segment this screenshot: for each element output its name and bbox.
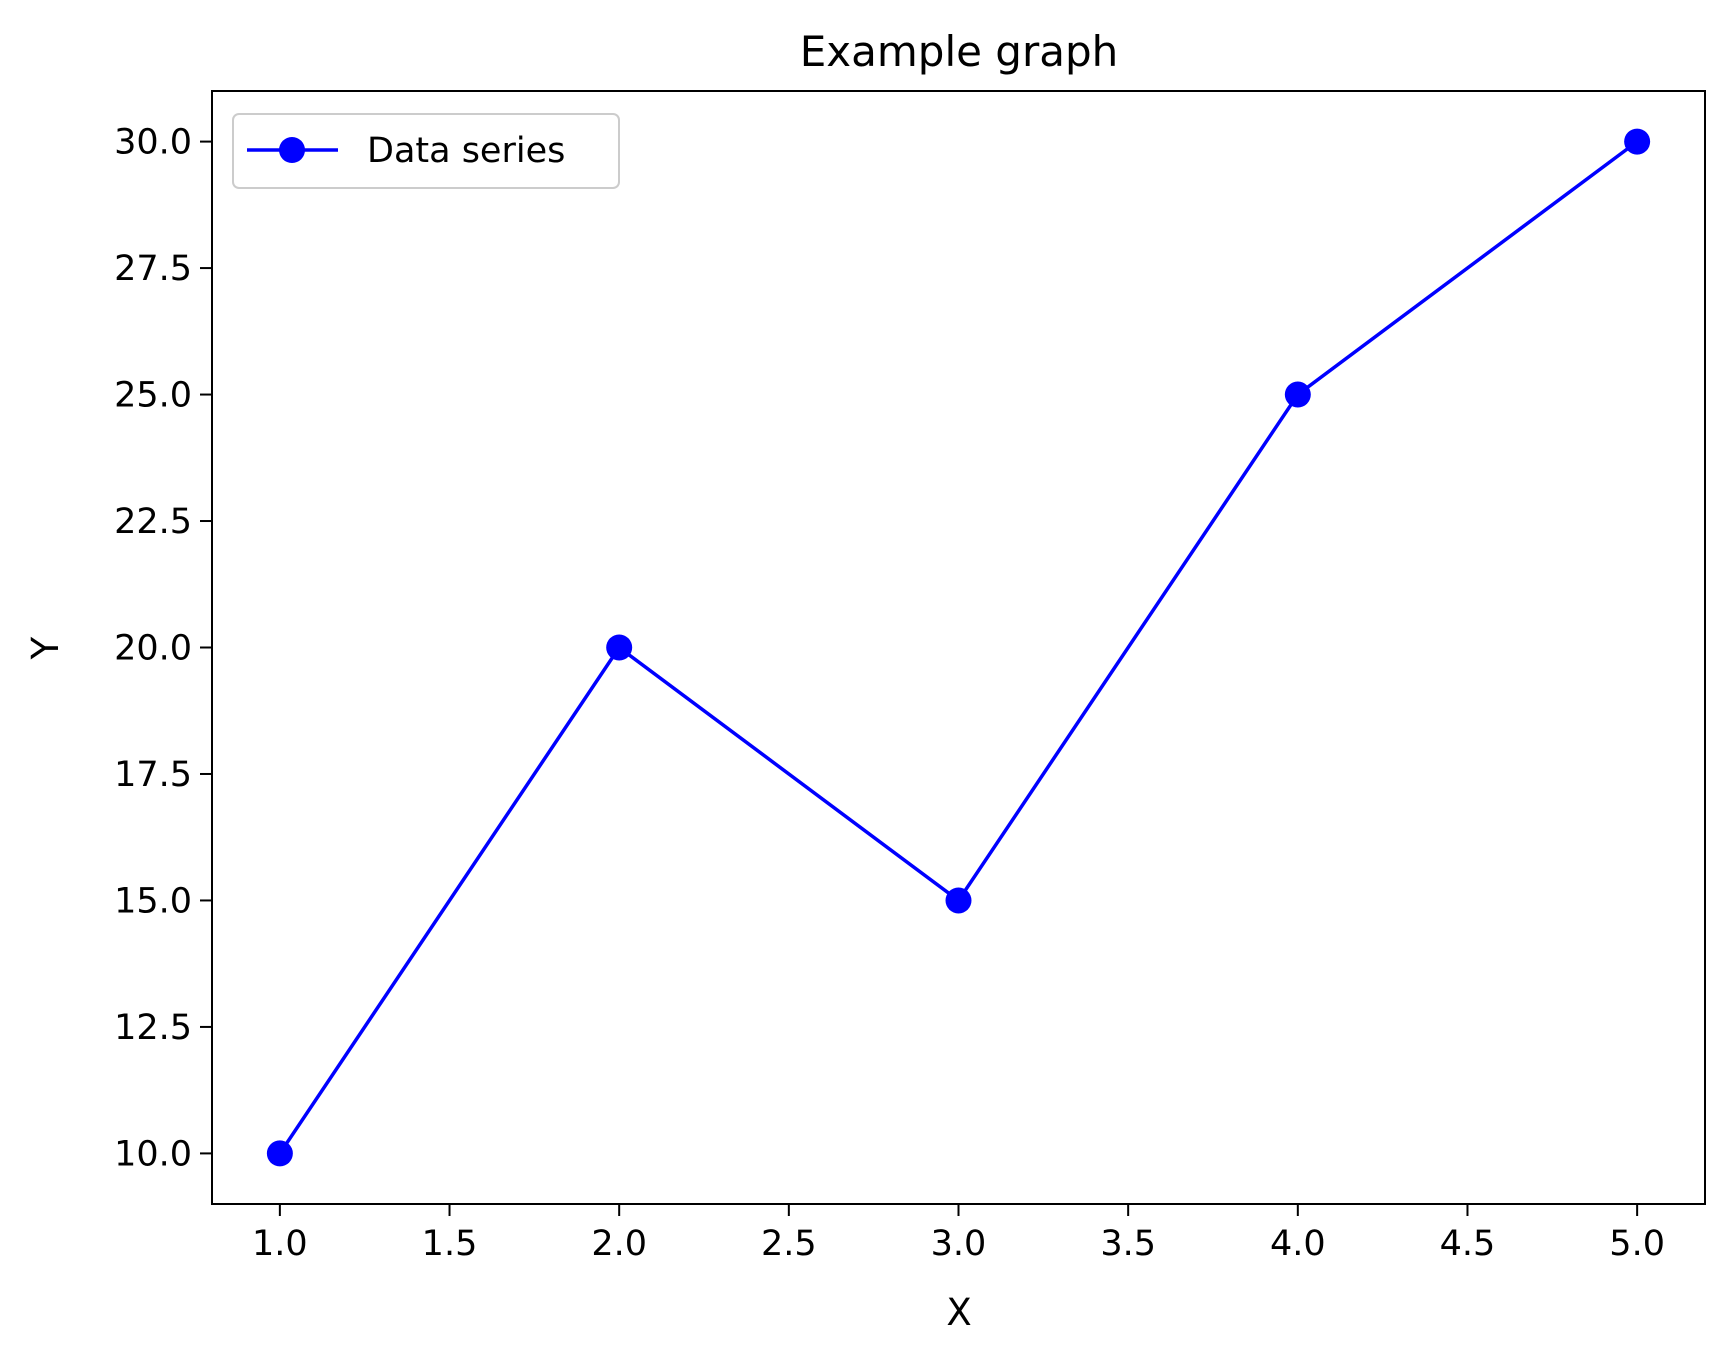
y-tick-label: 22.5 — [114, 502, 192, 542]
legend: Data series — [232, 113, 620, 189]
x-tick-label: 4.0 — [1270, 1224, 1326, 1264]
x-tick-label: 3.0 — [931, 1224, 987, 1264]
data-point — [606, 634, 633, 661]
x-tick-label: 2.0 — [591, 1224, 647, 1264]
x-tick-label: 1.0 — [252, 1224, 308, 1264]
y-axis-ticks: 10.0 12.5 15.0 17.5 20.0 22.5 25.0 27.5 30.0 — [114, 123, 212, 1174]
y-tick-label: 27.5 — [114, 249, 192, 289]
x-tick-label: 5.0 — [1609, 1224, 1665, 1264]
y-tick-label: 25.0 — [114, 376, 192, 416]
legend-box — [232, 113, 620, 189]
y-tick-label: 30.0 — [114, 123, 192, 163]
data-point — [1624, 128, 1651, 155]
y-tick-label: 20.0 — [114, 629, 192, 669]
x-tick-label: 2.5 — [761, 1224, 817, 1264]
x-tick-label: 4.5 — [1440, 1224, 1496, 1264]
x-tick-label: 3.5 — [1100, 1224, 1156, 1264]
x-tick-label: 1.5 — [422, 1224, 478, 1264]
data-point — [1284, 381, 1311, 408]
x-axis-title: X — [946, 1291, 971, 1334]
y-tick-label: 15.0 — [114, 881, 192, 921]
y-tick-label: 17.5 — [114, 755, 192, 795]
series-layer — [266, 128, 1651, 1167]
y-tick-label: 12.5 — [114, 1008, 192, 1048]
plot-area: 1.0 1.5 2.0 2.5 3.0 3.5 4.0 4.5 5.0 10.0 12.5 15.0… — [114, 90, 1706, 1264]
data-point — [266, 1140, 293, 1167]
chart-title: Example graph — [800, 27, 1119, 76]
y-tick-label: 10.0 — [114, 1134, 192, 1174]
legend-label: Data series — [367, 131, 565, 171]
legend-marker-swatch — [279, 137, 305, 163]
data-point — [945, 887, 972, 914]
x-axis-ticks: 1.0 1.5 2.0 2.5 3.0 3.5 4.0 4.5 5.0 — [252, 1204, 1665, 1264]
y-axis-title: Y — [24, 636, 67, 660]
